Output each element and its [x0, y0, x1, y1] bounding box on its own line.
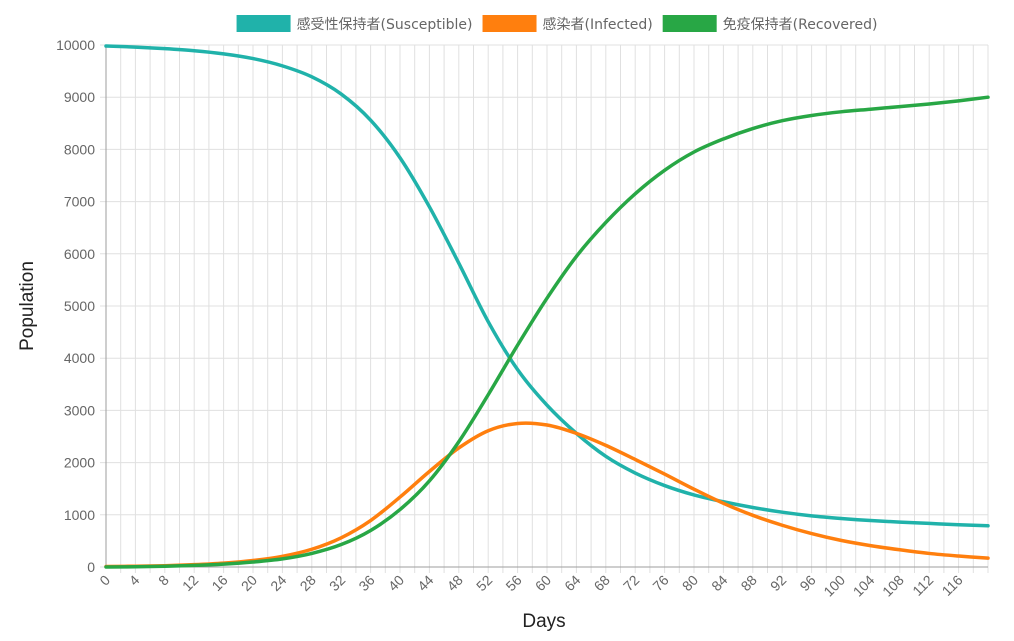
horizontal-gridlines — [100, 44, 988, 568]
x-tick-label: 92 — [767, 572, 789, 594]
x-tick-label: 56 — [502, 572, 524, 594]
legend-swatch — [482, 15, 537, 32]
y-tick-label: 4000 — [64, 350, 95, 366]
x-tick-label: 108 — [879, 572, 907, 600]
y-tick-label: 2000 — [64, 455, 95, 471]
legend-label: 感受性保持者(Susceptible) — [297, 16, 473, 33]
y-tick-label: 0 — [87, 559, 95, 575]
x-tick-label: 100 — [820, 572, 848, 600]
legend-item-recovered[interactable]: 免疫保持者(Recovered) — [662, 15, 878, 33]
y-tick-label: 6000 — [64, 246, 95, 262]
x-tick-label: 76 — [649, 572, 671, 594]
x-tick-label: 32 — [326, 572, 348, 594]
y-tick-label: 3000 — [64, 402, 95, 418]
series-line-susceptible — [104, 44, 990, 528]
x-tick-label: 52 — [473, 572, 495, 594]
y-tick-label: 10000 — [56, 37, 95, 53]
x-tick-label: 40 — [385, 572, 407, 594]
x-tick-label: 104 — [850, 572, 878, 600]
legend-label: 免疫保持者(Recovered) — [723, 17, 878, 33]
y-tick-label: 1000 — [64, 507, 95, 523]
x-tick-label: 28 — [297, 572, 319, 594]
x-tick-label: 36 — [355, 572, 377, 594]
x-tick-label: 116 — [939, 572, 966, 599]
x-tick-label: 112 — [909, 572, 936, 599]
x-tick-label: 12 — [179, 572, 201, 594]
x-tick-label: 4 — [126, 572, 143, 589]
x-tick-label: 16 — [208, 572, 230, 594]
x-tick-label: 0 — [96, 572, 113, 589]
y-tick-label: 7000 — [64, 194, 95, 210]
x-tick-label: 60 — [532, 572, 554, 594]
y-axis-title: Population — [17, 261, 38, 351]
x-tick-label: 84 — [708, 572, 730, 594]
x-tick-label: 20 — [238, 572, 260, 594]
x-tick-label: 64 — [561, 572, 583, 594]
x-axis-ticks: 0 4 8 12 16 20 24 28 32 36 40 44 48 52 56 60 64 68 72 76 80 8… — [96, 572, 966, 600]
legend-label: 感染者(Infected) — [543, 16, 653, 33]
y-tick-label: 5000 — [64, 298, 95, 314]
x-tick-label: 96 — [796, 572, 818, 594]
x-tick-label: 48 — [444, 572, 466, 594]
x-tick-label: 44 — [414, 572, 436, 594]
legend-swatch — [662, 15, 717, 32]
legend-item-infected[interactable]: 感染者(Infected) — [482, 15, 653, 33]
x-tick-label: 8 — [155, 572, 172, 589]
y-axis-ticks: 0 1000 2000 3000 4000 5000 6000 7000 8000 9000 100… — [56, 37, 95, 575]
x-tick-label: 68 — [591, 572, 613, 594]
x-tick-label: 80 — [679, 572, 701, 594]
series-line-recovered — [104, 95, 990, 569]
x-tick-label: 24 — [267, 572, 289, 594]
vertical-gridlines — [120, 45, 989, 573]
legend-swatch — [236, 15, 291, 32]
series-lines — [104, 44, 990, 569]
y-tick-label: 9000 — [64, 89, 95, 105]
legend-item-susceptible[interactable]: 感受性保持者(Susceptible) — [236, 15, 473, 33]
x-tick-label: 72 — [620, 572, 642, 594]
x-tick-label: 88 — [738, 572, 760, 594]
y-tick-label: 8000 — [64, 141, 95, 157]
x-axis-title: Days — [522, 611, 565, 632]
legend: 感受性保持者(Susceptible) 感染者(Infected) 免疫保持者(Re… — [236, 15, 878, 33]
